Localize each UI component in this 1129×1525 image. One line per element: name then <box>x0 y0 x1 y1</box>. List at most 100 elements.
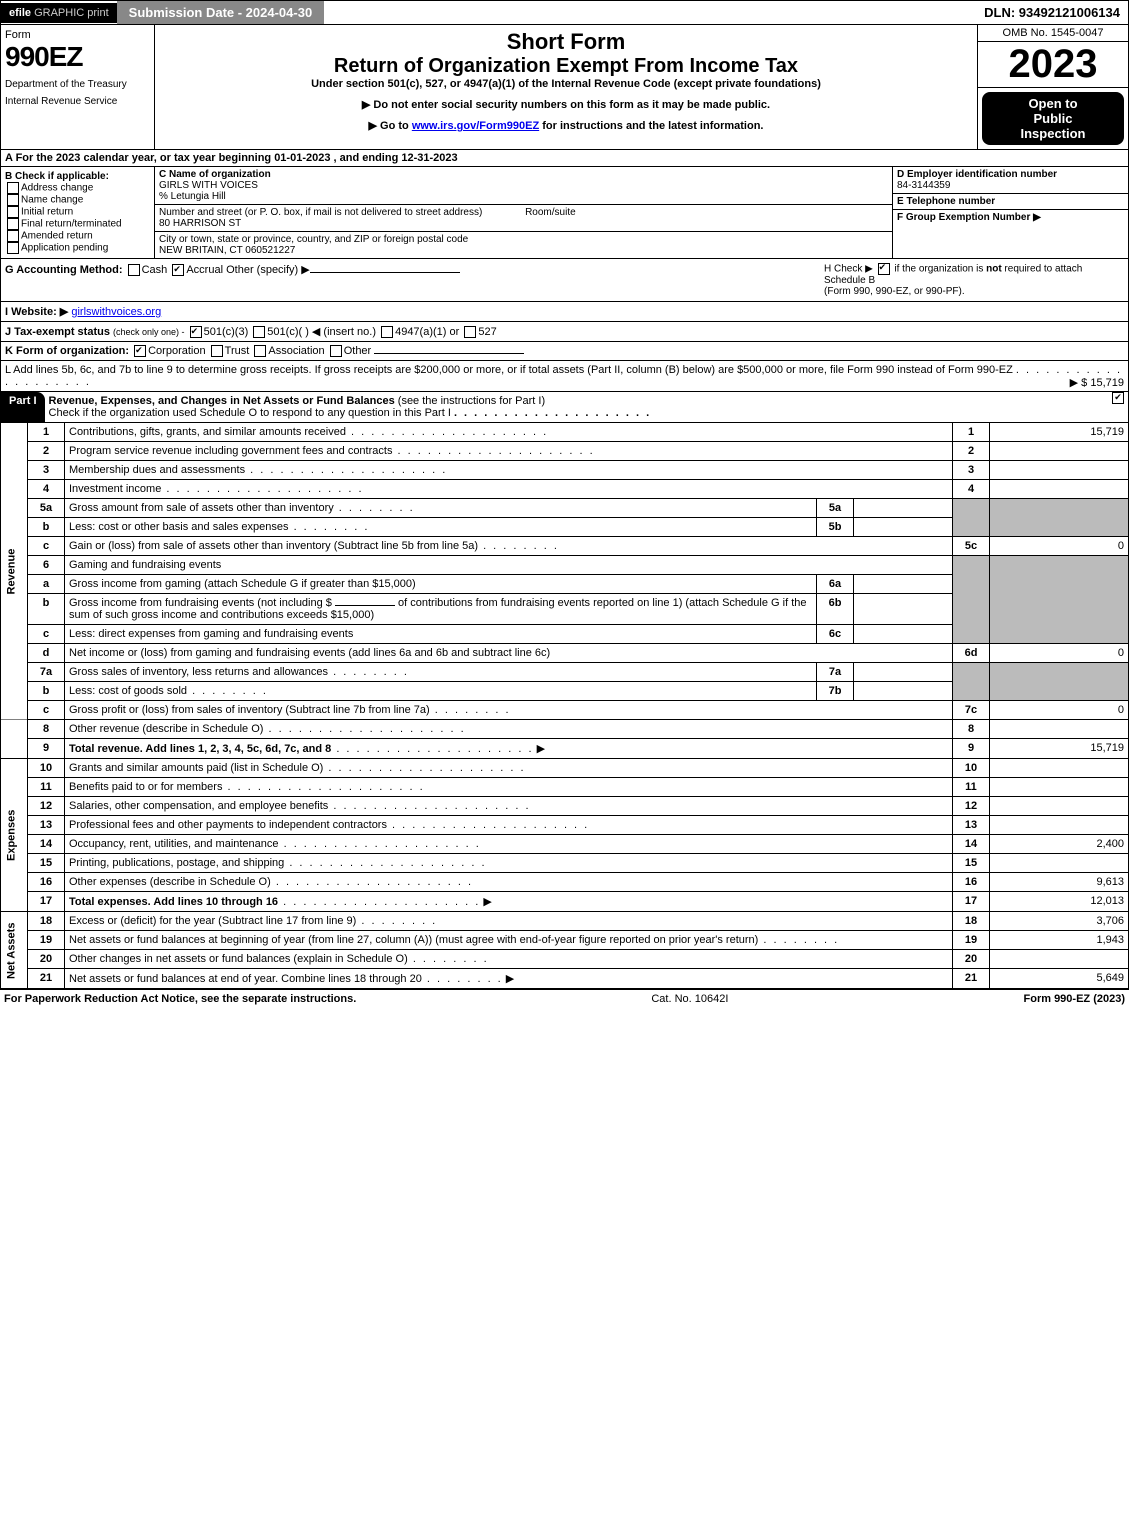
checkbox-address[interactable] <box>7 182 19 194</box>
e-tel-label: E Telephone number <box>897 196 1124 207</box>
website-link[interactable]: girlswithvoices.org <box>71 306 161 318</box>
j-opt1: 501(c)(3) <box>204 326 249 338</box>
open-to-public: Open to Public Inspection <box>982 92 1124 145</box>
right-no: 18 <box>953 912 990 931</box>
line-no: 20 <box>28 950 65 969</box>
line-desc: Gross profit or (loss) from sales of inv… <box>65 701 953 720</box>
graphic-print-text: GRAPHIC print <box>31 7 109 19</box>
g-other: Other (specify) ▶ <box>226 264 310 276</box>
right-no: 21 <box>953 969 990 989</box>
dots-icon <box>356 915 437 927</box>
checkbox-4947[interactable] <box>381 326 393 338</box>
b-final: Final return/terminated <box>5 218 150 230</box>
dots-icon <box>222 781 424 793</box>
line-no: 10 <box>28 759 65 778</box>
k-assoc: Association <box>268 345 324 357</box>
checkbox-cash[interactable] <box>128 264 140 276</box>
line-desc: Net assets or fund balances at beginning… <box>65 931 953 950</box>
checkbox-h[interactable] <box>878 263 890 275</box>
mid-val <box>854 518 953 537</box>
shaded-cell <box>990 663 1129 701</box>
irs-link[interactable]: www.irs.gov/Form990EZ <box>412 120 539 132</box>
checkbox-name[interactable] <box>7 194 19 206</box>
table-row: 8 Other revenue (describe in Schedule O)… <box>1 720 1129 739</box>
table-row: 4 Investment income 4 <box>1 480 1129 499</box>
line-desc: Less: direct expenses from gaming and fu… <box>65 625 817 644</box>
right-val <box>990 759 1129 778</box>
right-val <box>990 797 1129 816</box>
checkbox-trust[interactable] <box>211 345 223 357</box>
mid-no: 7a <box>817 663 854 682</box>
contrib-amount-input[interactable] <box>335 605 395 606</box>
right-no: 13 <box>953 816 990 835</box>
checkbox-501c3[interactable] <box>190 326 202 338</box>
checkbox-initial[interactable] <box>7 206 19 218</box>
line-no: c <box>28 537 65 556</box>
checkbox-other-org[interactable] <box>330 345 342 357</box>
checkbox-527[interactable] <box>464 326 476 338</box>
under-section: Under section 501(c), 527, or 4947(a)(1)… <box>159 78 973 90</box>
submission-date: Submission Date - 2024-04-30 <box>117 1 325 24</box>
b-address-change: Address change <box>5 182 150 194</box>
line-no: 13 <box>28 816 65 835</box>
part1-checkbox-cell <box>1108 392 1128 422</box>
table-row: 9 Total revenue. Add lines 1, 2, 3, 4, 5… <box>1 739 1129 759</box>
form-number: 990EZ <box>5 41 150 73</box>
dots-icon <box>454 407 651 419</box>
g-other-input[interactable] <box>310 272 460 273</box>
k-other-input[interactable] <box>374 353 524 354</box>
line-no: 1 <box>28 423 65 442</box>
row-i: I Website: ▶ girlswithvoices.org <box>0 302 1129 322</box>
f-group-label: F Group Exemption Number ▶ <box>897 212 1041 223</box>
right-val: 15,719 <box>990 423 1129 442</box>
i-label: I Website: ▶ <box>5 306 68 318</box>
checkbox-corp[interactable] <box>134 345 146 357</box>
checkbox-assoc[interactable] <box>254 345 266 357</box>
mid-val <box>854 663 953 682</box>
mid-no: 7b <box>817 682 854 701</box>
right-val <box>990 854 1129 873</box>
shaded-cell <box>953 556 990 644</box>
mid-val <box>854 625 953 644</box>
dept-treasury: Department of the Treasury <box>5 79 150 90</box>
k-other: Other <box>344 345 372 357</box>
line-no: 12 <box>28 797 65 816</box>
e-tel-block: E Telephone number <box>893 194 1128 210</box>
line-desc: Contributions, gifts, grants, and simila… <box>65 423 953 442</box>
right-val: 9,613 <box>990 873 1129 892</box>
line-no: 4 <box>28 480 65 499</box>
line-desc: Less: cost of goods sold <box>65 682 817 701</box>
footer-right-pre: Form <box>1024 993 1055 1005</box>
checkbox-pending[interactable] <box>7 242 19 254</box>
c-city: NEW BRITAIN, CT 060521227 <box>159 245 888 256</box>
checkbox-part1-sched-o[interactable] <box>1112 392 1124 404</box>
part1-desc: Revenue, Expenses, and Changes in Net As… <box>45 392 1108 422</box>
dots-icon <box>392 445 594 457</box>
goto-post: for instructions and the latest informat… <box>539 120 763 132</box>
line-no: 16 <box>28 873 65 892</box>
line-no: a <box>28 575 65 594</box>
checkbox-accrual[interactable] <box>172 264 184 276</box>
line-desc: Other revenue (describe in Schedule O) <box>65 720 953 739</box>
checkbox-501c[interactable] <box>253 326 265 338</box>
c-name: GIRLS WITH VOICES <box>159 180 888 191</box>
right-no: 3 <box>953 461 990 480</box>
ssn-notice: ▶ Do not enter social security numbers o… <box>159 98 973 111</box>
part1-label: Part I <box>1 392 45 422</box>
line-desc: Other changes in net assets or fund bala… <box>65 950 953 969</box>
shaded-cell <box>953 663 990 701</box>
dln: DLN: 93492121006134 <box>976 1 1128 24</box>
b-initial: Initial return <box>5 206 150 218</box>
dots-icon <box>430 704 511 716</box>
checkbox-amended[interactable] <box>7 230 19 242</box>
right-no: 2 <box>953 442 990 461</box>
return-title: Return of Organization Exempt From Incom… <box>159 55 973 78</box>
dots-icon <box>263 723 465 735</box>
dots-icon <box>387 819 589 831</box>
right-no: 8 <box>953 720 990 739</box>
line-no: 21 <box>28 969 65 989</box>
table-row: 5a Gross amount from sale of assets othe… <box>1 499 1129 518</box>
d-ein-label: D Employer identification number <box>897 169 1124 180</box>
checkbox-final[interactable] <box>7 218 19 230</box>
right-no: 15 <box>953 854 990 873</box>
